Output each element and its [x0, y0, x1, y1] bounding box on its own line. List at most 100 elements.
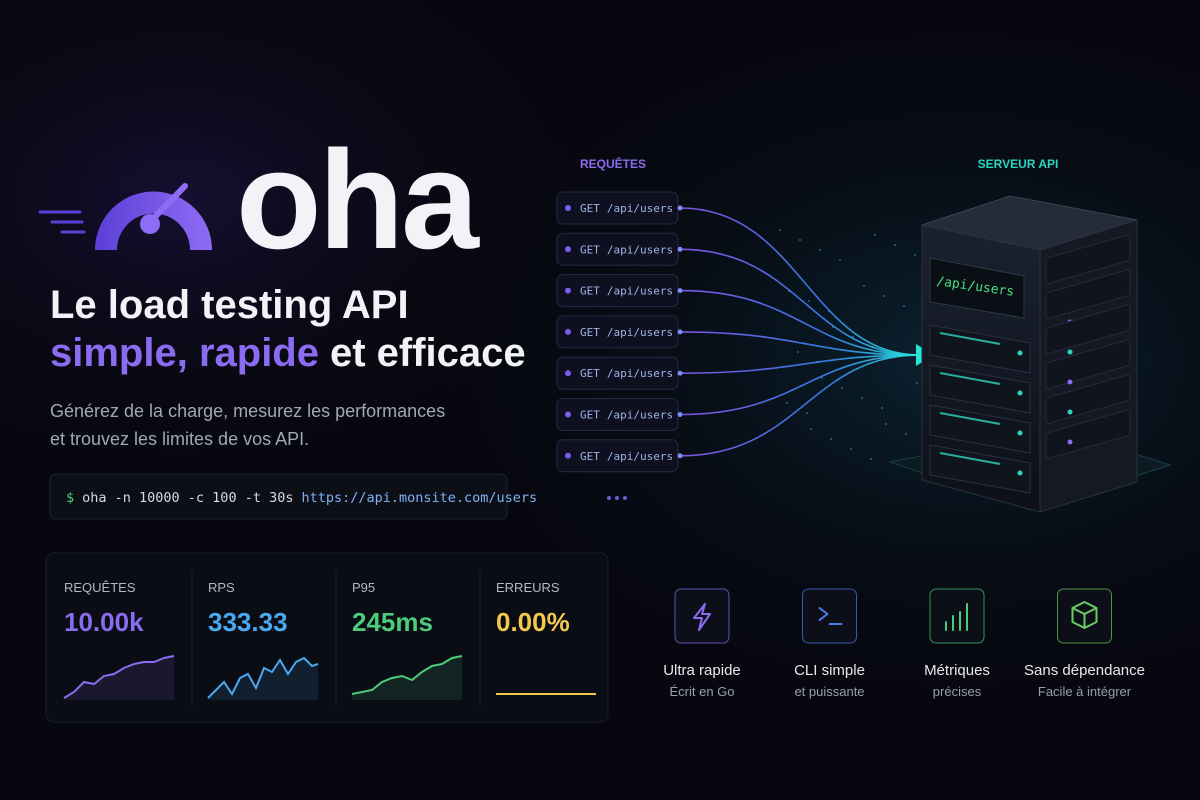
stat-label: REQUÊTES: [64, 580, 136, 595]
particle: [841, 387, 843, 389]
particle: [828, 310, 830, 312]
feature-subtitle: Facile à intégrer: [1038, 684, 1132, 699]
feature-subtitle: et puissante: [794, 684, 864, 699]
flow-line: [679, 354, 921, 457]
requests: GET/api/usersGET/api/usersGET/api/usersG…: [556, 191, 683, 473]
particle: [817, 361, 819, 363]
side-led: [1067, 379, 1073, 385]
dot: [615, 496, 619, 500]
request-dot: [565, 205, 571, 211]
description: Générez de la charge, mesurez les perfor…: [50, 401, 445, 421]
particle: [914, 254, 916, 256]
side-bay: [1045, 374, 1131, 425]
command-prompt: $: [66, 490, 74, 506]
command-url: https://api.monsite.com/users: [301, 490, 537, 506]
particle: [903, 305, 905, 307]
request-dot: [565, 246, 571, 253]
side-bay: [1045, 339, 1131, 390]
particle: [830, 438, 832, 440]
dot: [607, 496, 611, 500]
dot: [623, 496, 627, 500]
stat-value: 333.33: [208, 607, 288, 637]
slot: [929, 364, 1031, 414]
particle: [872, 346, 874, 348]
request-port: [677, 412, 683, 417]
sparkline-area: [208, 658, 318, 700]
feature-icon: [693, 603, 711, 631]
feature-icon: [818, 607, 843, 625]
request-method: GET: [580, 326, 600, 339]
particle: [821, 377, 823, 379]
request: GET/api/users: [580, 285, 673, 298]
request-port: [677, 329, 683, 335]
feature-title: Métriques: [924, 662, 990, 679]
command: $ oha -n 10000 -c 100 -t 30s https://api.m…: [66, 490, 537, 506]
request-method: GET: [580, 367, 600, 380]
gauge: [94, 191, 212, 250]
request: GET/api/users: [580, 367, 673, 380]
particle: [810, 428, 812, 430]
stat-label: RPS: [208, 580, 235, 595]
particle: [839, 259, 841, 261]
feature-icon-box: [674, 588, 730, 644]
request-port: [677, 370, 683, 376]
request: GET/api/users: [580, 450, 673, 463]
feature-title: CLI simple: [794, 662, 865, 679]
flow-line: [679, 331, 921, 356]
particle: [850, 448, 852, 450]
gauge-hub: [140, 214, 160, 234]
particle: [874, 234, 876, 236]
slot-led: [1017, 390, 1023, 396]
flow-line: [679, 207, 921, 356]
slot-led: [1017, 470, 1023, 476]
request-path: /api/users: [607, 367, 673, 380]
feature-icon: [945, 603, 968, 631]
particle: [881, 407, 883, 409]
slot-light: [939, 332, 1001, 345]
speed-lines: [38, 210, 86, 234]
feature-icon-box: [929, 588, 985, 644]
request-dot: [565, 328, 571, 335]
request-port: [677, 246, 683, 252]
flows: [679, 207, 949, 460]
particle: [892, 356, 894, 358]
request-dot: [565, 411, 571, 418]
request-method: GET: [580, 450, 600, 463]
server-slots: [929, 234, 1131, 494]
request-path: /api/users: [607, 326, 673, 339]
headline-rest: et efficace: [330, 331, 526, 375]
request-path: /api/users: [607, 450, 673, 463]
server-label: SERVEUR API: [978, 157, 1059, 171]
particle: [788, 290, 790, 292]
slot-led: [1017, 350, 1023, 356]
request: GET/api/users: [580, 243, 673, 256]
side-bay: [1045, 234, 1131, 285]
side-led: [1067, 349, 1073, 355]
headline: Le load testing API: [50, 283, 409, 327]
sparkline: [207, 656, 319, 699]
request-method: GET: [580, 243, 600, 256]
flow-line: [679, 354, 921, 416]
particle: [819, 249, 821, 251]
flow-line: [679, 248, 921, 356]
particle: [779, 229, 781, 231]
feature-title: Ultra rapide: [663, 662, 741, 679]
side-led: [1067, 409, 1073, 415]
request-path: /api/users: [607, 202, 673, 215]
request-port: [677, 205, 683, 211]
feature-subtitle: Écrit en Go: [669, 684, 734, 699]
particle: [885, 423, 887, 425]
particle: [832, 326, 834, 328]
particle: [863, 285, 865, 287]
request-dot: [565, 370, 571, 377]
stat-value: 245ms: [352, 607, 433, 637]
request-path: /api/users: [607, 409, 673, 422]
request-port: [677, 453, 683, 459]
request-port: [677, 288, 683, 294]
logo: oha: [38, 121, 483, 278]
side-bay: [1045, 304, 1131, 355]
particle: [916, 382, 918, 384]
headline: simple, rapide et efficace: [50, 331, 526, 375]
